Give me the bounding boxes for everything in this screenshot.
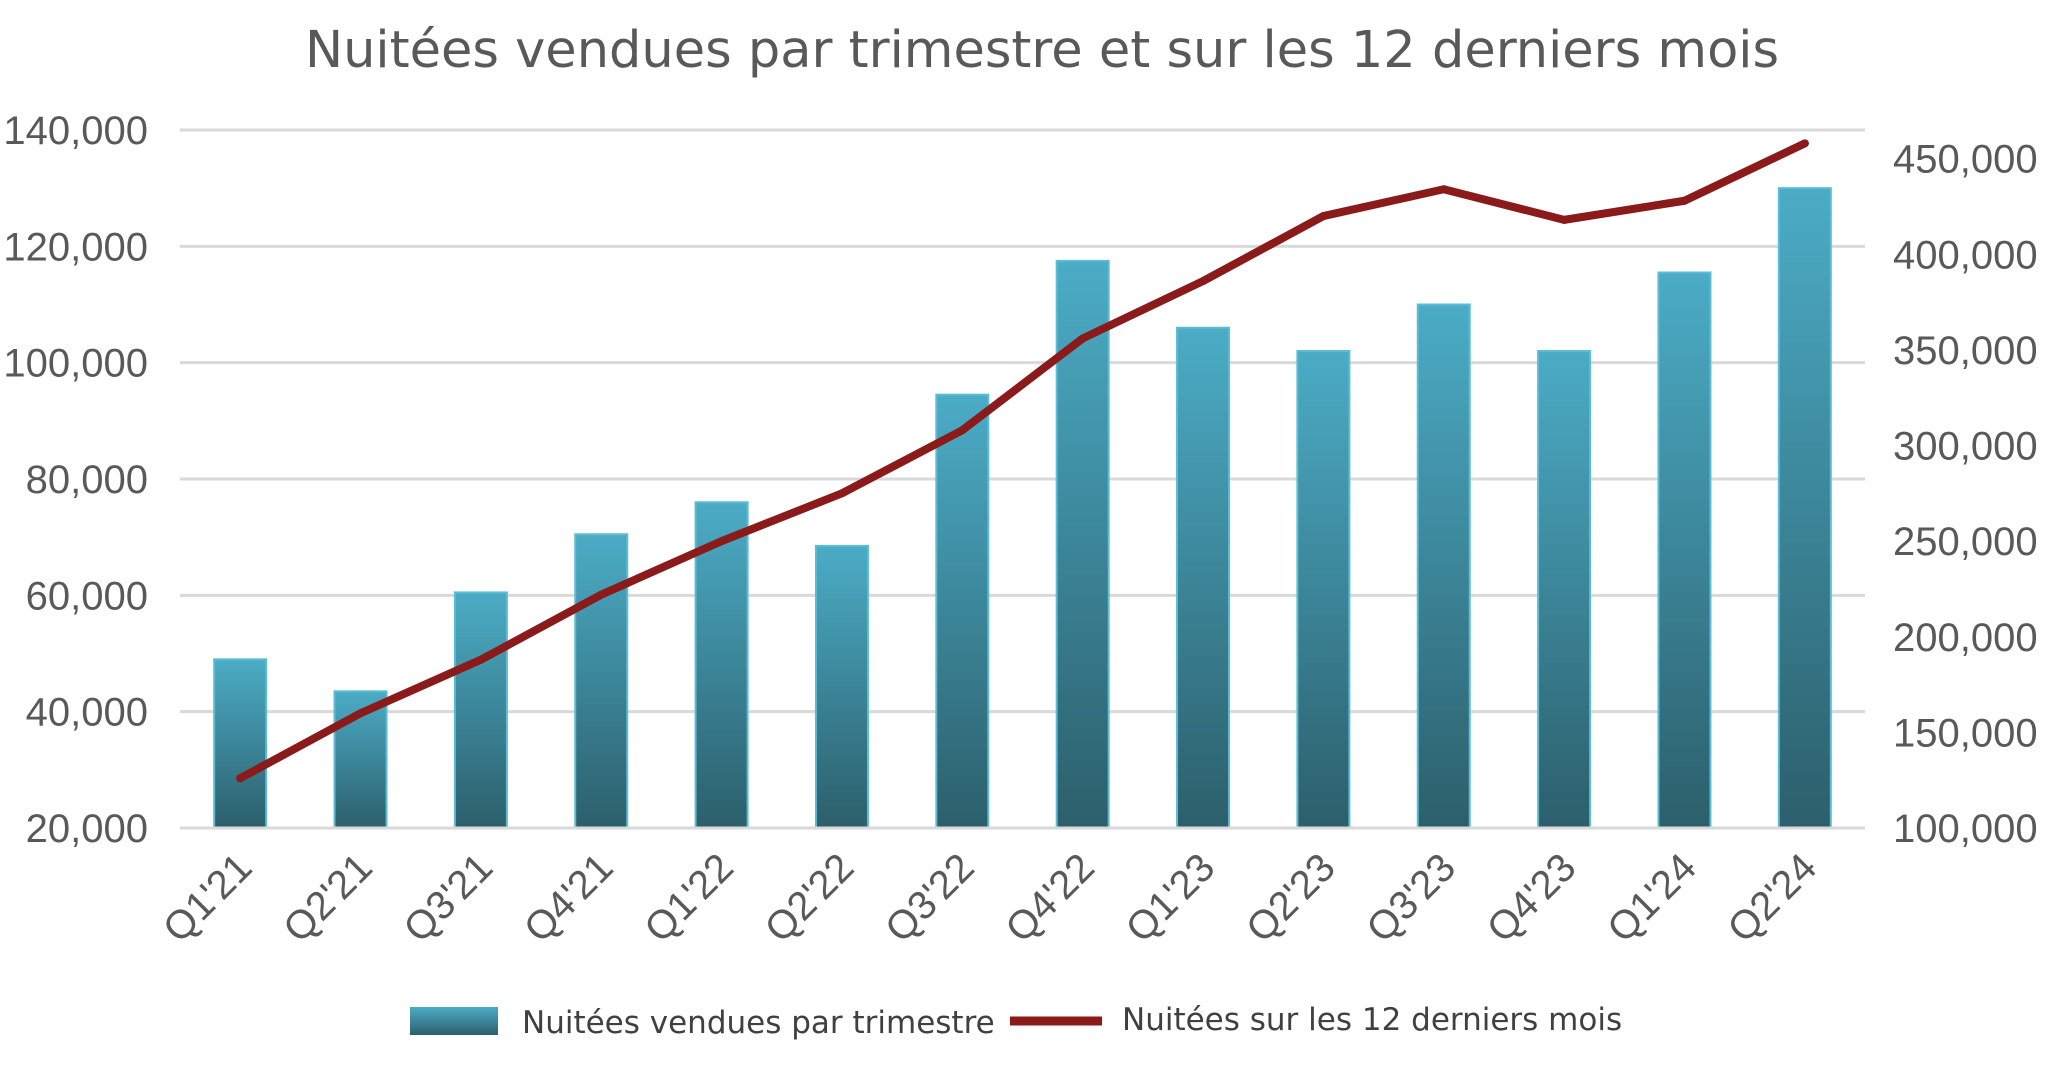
right-y-axis: 100,000 150,000 200,000 250,000 300,000 350,0… [1893,138,2038,851]
gridlines [180,128,1865,830]
right-axis-tick-label: 350,000 [1893,329,2038,373]
x-axis: Q1'21 Q2'21 Q3'21 Q4'21 Q1'22 Q2'22 Q3'22 Q4'22… [155,826,1865,951]
line-point [1680,196,1689,205]
x-axis-tick-label: Q1'22 [636,845,742,951]
x-axis-tick-label: Q4'23 [1479,845,1585,951]
line-point [1560,215,1569,224]
x-axis-tick-label: Q2'23 [1238,845,1344,951]
bar [1657,271,1712,829]
bar [1055,259,1110,829]
line-point [356,709,365,718]
right-axis-tick-label: 250,000 [1893,520,2038,564]
line-point [1319,212,1328,221]
bar [453,591,508,829]
bar [694,501,749,829]
x-axis-tick-label: Q2'21 [275,845,381,951]
bar [814,544,869,829]
line-point [1439,185,1448,194]
right-axis-tick-label: 150,000 [1893,711,2038,755]
right-axis-tick-label: 400,000 [1893,233,2038,277]
line-point [958,426,967,435]
x-axis-tick-label: Q3'23 [1358,845,1464,951]
left-axis-tick-label: 60,000 [26,574,148,618]
bar [1296,350,1351,829]
line-point [837,489,846,498]
x-axis-tick-label: Q2'24 [1719,845,1825,951]
line-point [1078,334,1087,343]
line-point [717,537,726,546]
legend-bar-label: Nuitées vendues par trimestre [522,1005,995,1041]
x-axis-tick-label: Q3'21 [396,845,502,951]
left-y-axis: 20,000 40,000 60,000 80,000 100,000 120,000 14… [3,109,148,851]
line-point [236,774,245,783]
line-path [236,139,1809,783]
x-axis-tick-label: Q4'22 [997,845,1103,951]
x-axis-tick-label: Q1'24 [1599,845,1705,951]
line-point [476,655,485,664]
bar [1176,326,1231,829]
right-axis-tick-label: 300,000 [1893,425,2038,469]
bar [1777,187,1832,829]
line-point [597,590,606,599]
bar [1416,303,1471,829]
right-axis-tick-label: 450,000 [1893,138,2038,182]
right-axis-tick-label: 200,000 [1893,616,2038,660]
bar [935,393,990,829]
x-axis-tick-label: Q1'21 [155,845,261,951]
left-axis-tick-label: 120,000 [3,225,148,269]
line-point [1199,277,1208,286]
right-axis-tick-label: 100,000 [1893,807,2038,851]
line-series [236,139,1809,783]
bar [574,533,629,830]
x-axis-tick-label: Q2'22 [757,845,863,951]
left-axis-tick-label: 100,000 [3,342,148,386]
bar [1537,350,1592,829]
x-axis-tick-label: Q3'22 [877,845,983,951]
line-point [1800,139,1809,148]
x-axis-tick-label: Q4'21 [516,845,622,951]
left-axis-tick-label: 20,000 [26,807,148,851]
bar-series [213,187,1832,830]
bar [213,658,268,829]
chart-title: Nuitées vendues par trimestre et sur les… [305,21,1779,80]
legend: Nuitées vendues par trimestre Nuitées su… [410,1002,1622,1041]
legend-line-label: Nuitées sur les 12 derniers mois [1122,1002,1622,1038]
legend-bar-swatch [410,1007,498,1035]
x-axis-tick-label: Q1'23 [1118,845,1224,951]
left-axis-tick-label: 140,000 [3,109,148,153]
left-axis-tick-label: 40,000 [26,691,148,735]
left-axis-tick-label: 80,000 [26,458,148,502]
